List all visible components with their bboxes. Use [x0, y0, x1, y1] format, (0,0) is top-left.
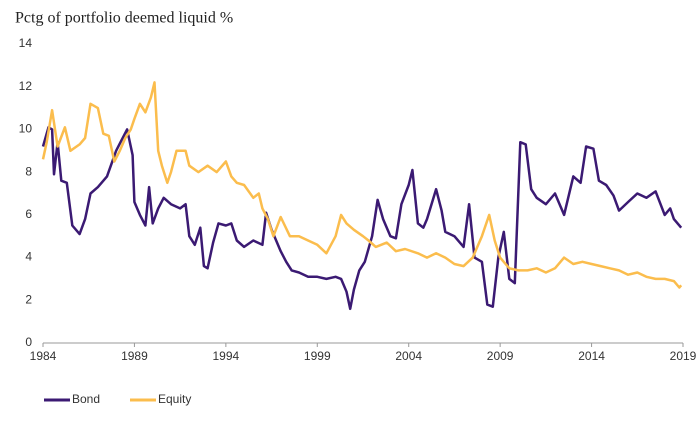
line-series [41, 126, 683, 311]
y-tick-label: 0 [25, 335, 32, 349]
x-tick-label: 2019 [670, 349, 697, 363]
x-tick-label: 1984 [30, 349, 57, 363]
y-tick-label: 6 [25, 207, 32, 221]
x-tick-label: 1989 [121, 349, 148, 363]
legend-label: Bond [72, 392, 100, 406]
line-series [41, 81, 683, 289]
y-tick-label: 12 [19, 79, 33, 93]
y-tick-label: 10 [19, 122, 33, 136]
x-tick-label: 1994 [213, 349, 240, 363]
x-tick-label: 2004 [395, 349, 422, 363]
x-tick-label: 1999 [304, 349, 331, 363]
chart-title: Pctg of portfolio deemed liquid % [15, 10, 233, 27]
y-tick-label: 2 [25, 292, 32, 306]
y-tick-label: 8 [25, 164, 32, 178]
y-tick-label: 4 [25, 250, 32, 264]
legend-label: Equity [158, 392, 191, 406]
x-tick-label: 2014 [578, 349, 605, 363]
y-tick-label: 14 [19, 36, 33, 50]
x-tick-label: 2009 [487, 349, 514, 363]
